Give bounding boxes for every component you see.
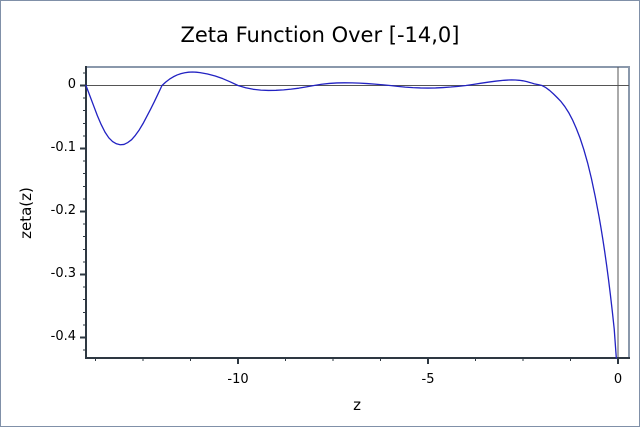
x-tick-label: -10 (227, 372, 249, 387)
plot-frame (85, 66, 630, 359)
zeta-curve (85, 71, 617, 359)
x-tick-label: -5 (421, 372, 435, 387)
x-tick-label: 0 (613, 372, 623, 387)
y-tick-label: -0.4 (50, 328, 76, 344)
y-tick-label: -0.2 (50, 202, 76, 218)
x-axis-title: z (353, 396, 361, 414)
y-tick-label: -0.1 (50, 139, 76, 155)
y-tick-label: -0.3 (50, 265, 76, 281)
y-tick-label: 0 (67, 76, 76, 92)
chart-title: Zeta Function Over [-14,0] (180, 23, 460, 47)
